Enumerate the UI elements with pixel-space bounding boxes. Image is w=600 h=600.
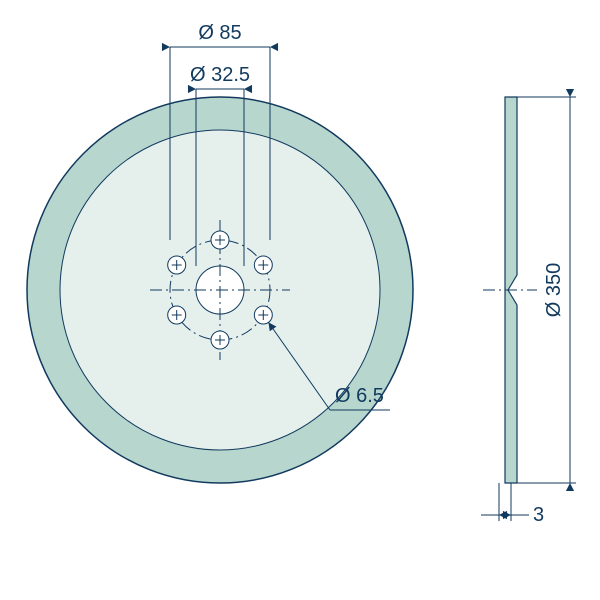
svg-text:Ø 6.5: Ø 6.5 (335, 385, 384, 407)
svg-text:Ø 85: Ø 85 (198, 22, 241, 44)
svg-text:3: 3 (533, 504, 544, 526)
svg-text:Ø 32.5: Ø 32.5 (190, 64, 250, 86)
svg-text:Ø 350: Ø 350 (543, 263, 565, 317)
